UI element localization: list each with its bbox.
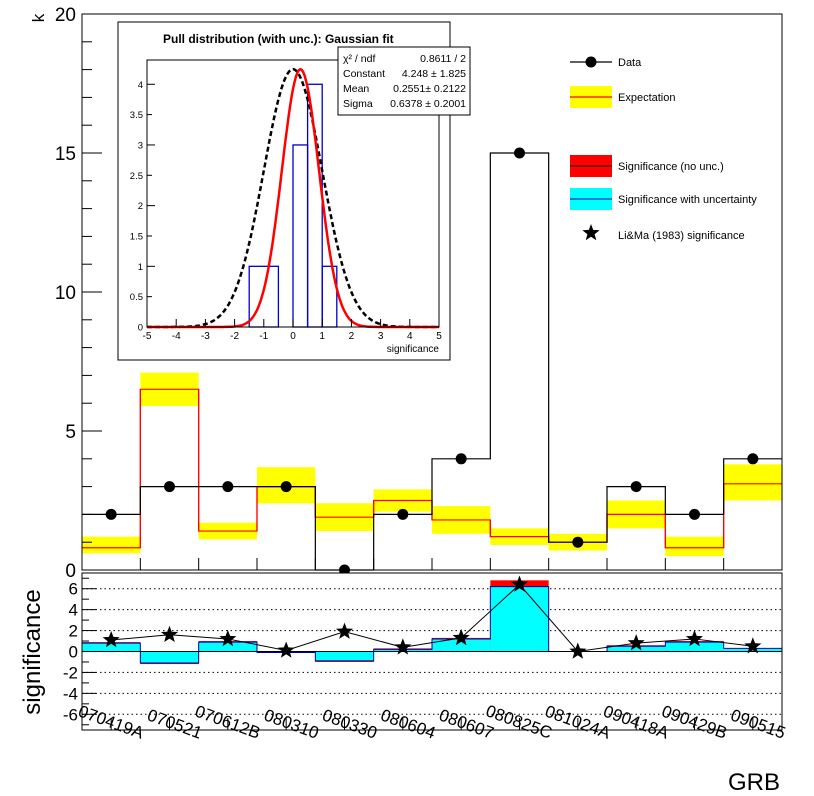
legend-label: Data	[618, 57, 642, 69]
significance-with-unc-bar	[665, 642, 724, 652]
x-axis-label: significance	[387, 344, 440, 355]
y-tick-label: 3	[138, 140, 143, 151]
significance-with-unc-bar	[432, 638, 491, 652]
stats-label: Sigma	[343, 98, 373, 110]
x-tick-label: 3	[378, 331, 384, 342]
y-axis-label: k	[29, 13, 48, 22]
expectation-band	[665, 536, 724, 557]
legend-label: Significance with uncertainty	[618, 194, 757, 206]
lima-star-marker	[744, 637, 762, 654]
y-tick-label: 0	[65, 561, 76, 582]
lima-star-marker	[569, 642, 587, 659]
expectation-band	[723, 464, 782, 501]
legend-data-marker	[585, 56, 597, 68]
y-tick-label: 3.5	[130, 110, 143, 121]
x-tick-label: 2	[349, 331, 355, 342]
y-tick-label: 1.5	[130, 231, 143, 242]
x-axis-label: GRB	[728, 769, 780, 796]
data-point	[747, 453, 759, 465]
significance-with-unc-bar	[315, 651, 374, 661]
data-point	[280, 481, 292, 493]
x-tick-label: 0	[290, 331, 296, 342]
x-tick-label: -3	[201, 331, 210, 342]
x-tick-label: -4	[172, 331, 181, 342]
significance-with-unc-bar	[198, 642, 257, 652]
x-tick-label: 1	[319, 331, 325, 342]
lima-star-marker	[219, 629, 237, 647]
lima-star-marker	[160, 625, 179, 642]
lima-star-marker	[452, 628, 470, 646]
y-tick-label: 2	[138, 201, 143, 212]
y-tick-label: 1	[138, 262, 143, 273]
stats-value: 0.6378 ± 0.2001	[390, 98, 466, 110]
y-tick-label: 4	[138, 80, 143, 91]
stats-label: Mean	[343, 83, 369, 95]
stats-label: χ² / ndf	[343, 53, 375, 65]
stats-box	[337, 46, 471, 116]
data-point	[572, 536, 584, 548]
lima-star-marker	[335, 622, 354, 639]
y-tick-label: 0	[138, 323, 143, 334]
inset-title: Pull distribution (with unc.): Gaussian …	[163, 32, 394, 46]
y-axis-label: significance	[19, 589, 46, 714]
significance-outline	[82, 586, 782, 664]
significance-with-unc-bar	[607, 646, 666, 652]
y-tick-label: 2.5	[130, 171, 143, 182]
legend-label: Expectation	[618, 92, 675, 104]
y-tick-label: 15	[55, 144, 76, 165]
lima-star-marker	[394, 638, 412, 655]
data-point	[397, 508, 409, 520]
y-tick-label: 0.5	[130, 292, 143, 303]
x-tick-label: -5	[143, 331, 152, 342]
y-tick-label: -6	[63, 705, 78, 724]
legend-lima-marker	[582, 224, 600, 241]
significance-with-unc-bar	[82, 643, 141, 652]
data-point	[105, 508, 117, 520]
legend: Data Expectation Significance (no unc.) Sig…	[570, 56, 757, 242]
significance-panel: -6-4-20246significance070419A07052107061…	[19, 572, 788, 796]
stats-value: 0.2551± 0.2122	[393, 83, 466, 95]
data-point	[164, 481, 175, 493]
data-point	[222, 481, 234, 493]
data-point	[689, 508, 700, 520]
stats-label: Constant	[343, 68, 385, 80]
lima-star-marker	[685, 629, 704, 647]
expectation-band	[82, 536, 141, 554]
y-tick-label: 2	[69, 622, 78, 641]
significance-with-unc-bar	[140, 651, 199, 664]
y-tick-label: 20	[55, 5, 76, 26]
y-tick-label: 5	[65, 422, 76, 443]
lima-star-marker	[510, 575, 529, 592]
x-tick-label: -1	[259, 331, 268, 342]
legend-label: Significance (no unc.)	[618, 161, 724, 173]
lima-star-marker	[102, 631, 120, 648]
stats-value: 4.248 ± 1.825	[402, 68, 466, 80]
stats-value: 0.8611 / 2	[420, 53, 466, 65]
y-tick-label: 6	[69, 580, 78, 599]
lima-star-marker	[627, 634, 645, 651]
data-point	[630, 481, 642, 493]
x-tick-label: 5	[436, 331, 442, 342]
y-tick-label: 10	[55, 283, 76, 304]
lima-star-marker	[277, 641, 295, 658]
pull-distribution-inset: Pull distribution (with unc.): Gaussian …	[117, 21, 471, 361]
y-tick-label: -4	[63, 684, 78, 703]
x-tick-label: 4	[407, 331, 413, 342]
data-point	[455, 453, 467, 465]
lima-line	[111, 583, 753, 653]
significance-with-unc-bar	[490, 586, 549, 652]
y-tick-label: -2	[63, 663, 78, 682]
x-tick-label: -2	[230, 331, 239, 342]
y-tick-label: 0	[69, 643, 78, 662]
data-point	[514, 147, 525, 159]
y-tick-label: 4	[69, 601, 78, 620]
legend-label: Li&Ma (1983) significance	[618, 230, 745, 242]
